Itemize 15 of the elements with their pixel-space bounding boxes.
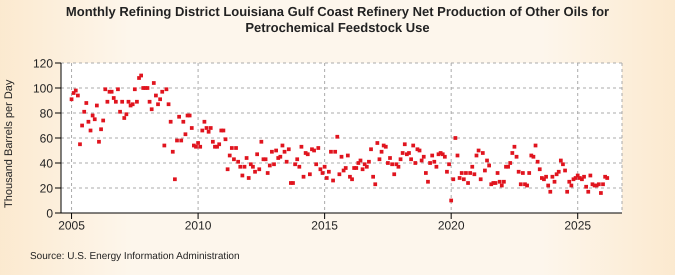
x-tick-label: 2015: [311, 218, 338, 233]
y-tick-label: 80: [40, 106, 54, 120]
source-note: Source: U.S. Energy Information Administration: [30, 251, 240, 262]
y-tick-label: 120: [32, 56, 54, 70]
y-axis-title: Thousand Barrels per Day: [2, 79, 15, 208]
x-tick-label: 2025: [564, 218, 592, 233]
y-tick-label: 60: [40, 131, 54, 146]
y-tick-label: 100: [32, 81, 54, 96]
x-tick-label: 2020: [438, 218, 465, 233]
y-tick-label: 40: [40, 156, 54, 170]
chart-title: Monthly Refining District Louisiana Gulf Coast Refinery Net Production of Other Oils for Petrochemical Feedstock Use: [64, 4, 610, 36]
x-tick-label: 2005: [58, 218, 86, 233]
x-tick-label: 2010: [184, 218, 212, 233]
y-tick-label: 0: [46, 206, 54, 220]
y-tick-label: 20: [40, 181, 54, 196]
